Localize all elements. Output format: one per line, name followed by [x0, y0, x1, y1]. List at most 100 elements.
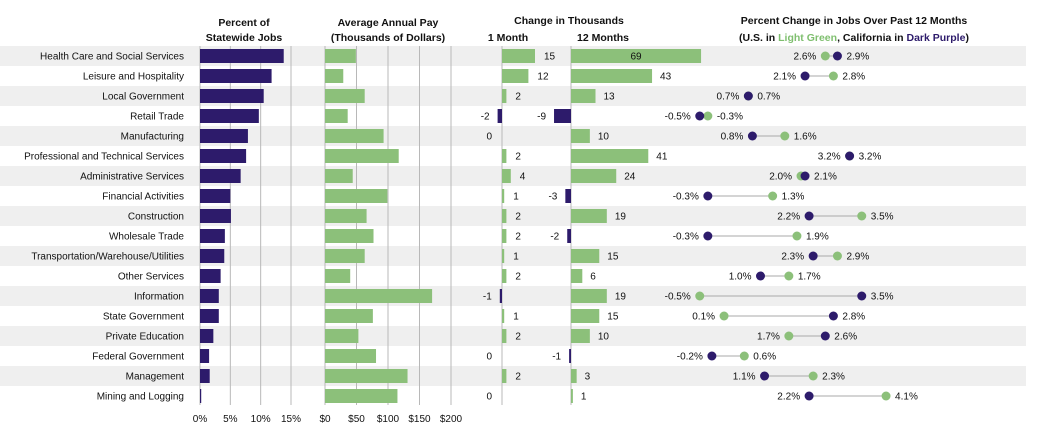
us-pct-change-dot — [703, 111, 713, 121]
pct-change-high-label: 3.2% — [859, 152, 882, 163]
ca-pct-change-dot — [845, 151, 855, 161]
pct-change-low-label: 2.1% — [773, 72, 796, 83]
category-label: Transportation/Warehouse/Utilities — [31, 252, 184, 263]
pct-change-high-label: 1.9% — [806, 232, 829, 243]
header-pct-statewide-line1: Percent of — [218, 17, 270, 29]
pct-statewide-bar — [200, 389, 202, 403]
pct-change-low-label: 1.7% — [757, 332, 780, 343]
avg-pay-bar — [325, 269, 351, 283]
category-label: Management — [126, 372, 185, 383]
change-1m-label: 12 — [537, 72, 549, 83]
us-pct-change-dot — [808, 371, 818, 381]
change-1m-bar — [502, 169, 511, 183]
us-pct-change-dot — [828, 71, 838, 81]
chart-row: Professional and Technical Services 2 41 3.… — [24, 149, 882, 163]
change-12m-bar — [571, 369, 577, 383]
change-1m-bar — [502, 229, 507, 243]
ca-pct-change-dot — [804, 391, 814, 401]
change-1m-bar — [502, 49, 535, 63]
row-band — [0, 286, 1026, 306]
category-label: Manufacturing — [121, 132, 184, 143]
header-avg-pay-line1: Average Annual Pay — [338, 17, 439, 29]
change-12m-bar — [571, 249, 600, 263]
change-1m-label: 15 — [544, 52, 556, 63]
pct-change-low-label: -0.2% — [677, 352, 703, 363]
change-1m-label: 1 — [513, 192, 519, 203]
change-1m-label: 0 — [486, 352, 492, 363]
change-12m-label: 10 — [598, 332, 610, 343]
change-1m-label: 2 — [515, 92, 521, 103]
change-12m-label: -1 — [552, 352, 561, 363]
category-label: Financial Activities — [102, 192, 184, 203]
change-12m-label: 43 — [660, 72, 672, 83]
pct-statewide-bar — [200, 89, 264, 103]
pct-statewide-bar — [200, 329, 214, 343]
pct-change-high-label: -0.3% — [717, 112, 743, 123]
us-pct-change-dot — [881, 391, 891, 401]
row-band — [0, 326, 1026, 346]
avg-pay-bar — [325, 369, 408, 383]
pct-change-high-label: 1.6% — [794, 132, 817, 143]
change-1m-label: -1 — [483, 292, 492, 303]
pct-change-high-label: 0.7% — [757, 92, 780, 103]
avg-pay-tick-label: $0 — [319, 414, 331, 425]
ca-pct-change-dot — [857, 291, 867, 301]
avg-pay-bar — [325, 169, 353, 183]
avg-pay-bar — [325, 69, 344, 83]
change-12m-bar — [571, 209, 607, 223]
us-pct-change-dot — [832, 251, 842, 261]
chart-row: Financial Activities 1 -3 -0.3% 1.3% — [102, 189, 805, 203]
change-1m-label: 2 — [515, 272, 521, 283]
us-pct-change-dot — [820, 51, 830, 61]
pct-change-low-label: 0.8% — [721, 132, 744, 143]
pct-change-high-label: 0.6% — [753, 352, 776, 363]
us-pct-change-dot — [695, 291, 705, 301]
ca-pct-change-dot — [756, 271, 765, 281]
us-pct-change-dot — [719, 311, 729, 321]
axis-ticks: 0% 5% 10% 15% $0 $50 $100 $150 $200 — [193, 414, 463, 425]
pct-statewide-tick-label: 15% — [281, 414, 301, 425]
us-pct-change-dot — [784, 271, 794, 281]
row-bands — [0, 46, 1026, 386]
avg-pay-tick-label: $200 — [440, 414, 463, 425]
change-12m-label: 24 — [624, 172, 636, 183]
header-pct-change-title: Percent Change in Jobs Over Past 12 Mont… — [741, 15, 968, 27]
change-12m-label: 13 — [604, 92, 616, 103]
pct-statewide-bar — [200, 229, 225, 243]
change-1m-bar — [502, 69, 529, 83]
avg-pay-bar — [325, 89, 365, 103]
avg-pay-bar — [325, 149, 399, 163]
change-12m-bar — [571, 49, 702, 63]
pct-change-low-label: 2.0% — [769, 172, 792, 183]
category-label: Retail Trade — [130, 112, 184, 123]
pct-change-high-label: 2.9% — [846, 52, 869, 63]
change-1m-bar — [502, 329, 507, 343]
change-12m-label: 15 — [607, 312, 619, 323]
avg-pay-bar — [325, 209, 367, 223]
row-band — [0, 166, 1026, 186]
us-pct-change-dot — [768, 191, 778, 201]
avg-pay-bar — [325, 389, 398, 403]
avg-pay-tick-label: $150 — [408, 414, 431, 425]
pct-statewide-bar — [200, 349, 210, 363]
avg-pay-tick-label: $100 — [377, 414, 400, 425]
change-1m-label: 0 — [486, 392, 492, 403]
header-change-title: Change in Thousands — [514, 15, 624, 27]
us-pct-change-dot — [784, 331, 794, 341]
pct-statewide-bar — [200, 109, 259, 123]
chart-row: Wholesale Trade 2 -2 -0.3% 1.9% — [109, 229, 829, 243]
avg-pay-bar — [325, 349, 377, 363]
pct-statewide-bar — [200, 49, 284, 63]
change-1m-label: 2 — [515, 212, 521, 223]
ca-pct-change-dot — [743, 91, 753, 101]
pct-statewide-bar — [200, 309, 219, 323]
row-band — [0, 206, 1026, 226]
avg-pay-bar — [325, 229, 374, 243]
pct-statewide-bar — [200, 189, 231, 203]
pct-change-high-label: 3.5% — [871, 212, 894, 223]
chart-row: Transportation/Warehouse/Utilities 1 15 2.3… — [31, 249, 869, 263]
pct-change-high-label: 2.3% — [822, 372, 845, 383]
avg-pay-bar — [325, 309, 373, 323]
change-1m-bar — [502, 149, 507, 163]
